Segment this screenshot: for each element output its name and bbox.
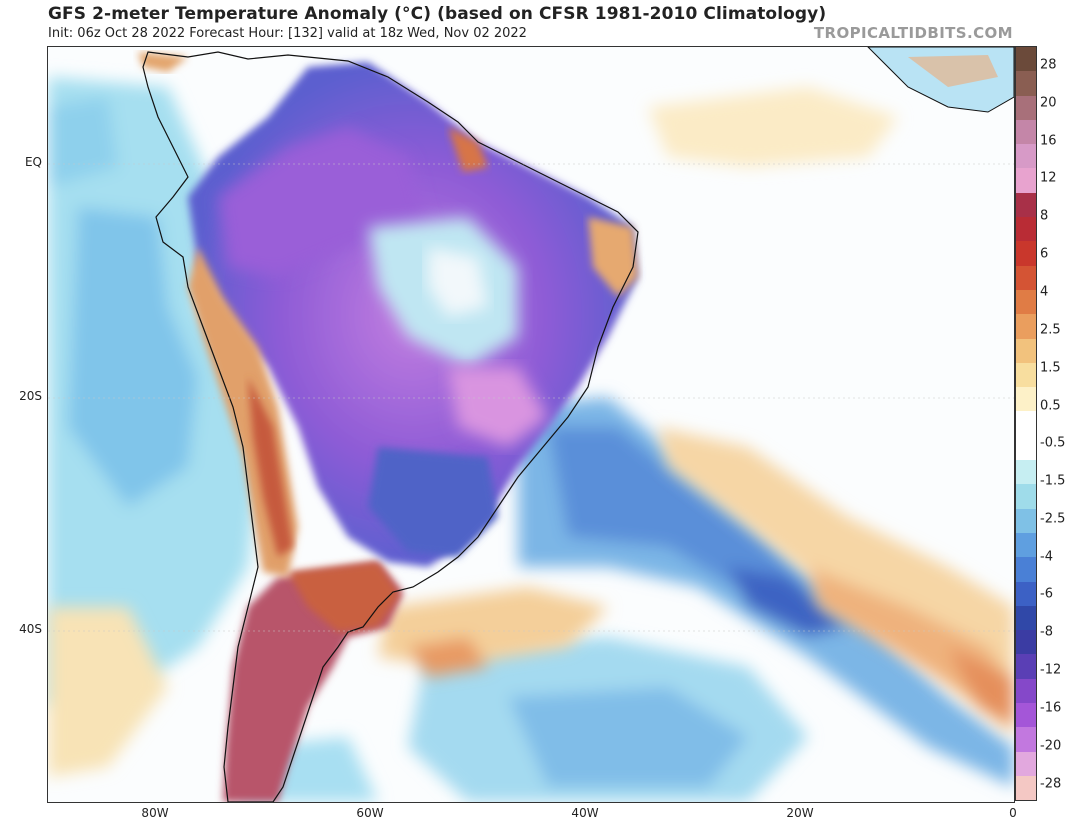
colorbar-swatch (1016, 217, 1036, 242)
colorbar-swatch (1016, 557, 1036, 582)
colorbar-swatch (1016, 532, 1036, 558)
colorbar-swatch (1016, 654, 1036, 679)
colorbar-swatch (1016, 727, 1036, 752)
colorbar-swatch (1016, 314, 1036, 339)
colorbar-swatch (1016, 678, 1036, 704)
south-america-land (138, 52, 638, 802)
colorbar-swatch (1016, 605, 1036, 631)
colorbar (1015, 46, 1037, 801)
colorbar-swatch (1016, 508, 1036, 533)
anomaly-map[interactable] (47, 46, 1015, 803)
colorbar-label: -8 (1040, 624, 1053, 640)
graticule (48, 163, 1014, 632)
colorbar-label: -2.5 (1040, 511, 1066, 527)
colorbar-swatch (1016, 338, 1036, 363)
colorbar-swatch (1016, 119, 1036, 145)
brand-watermark[interactable]: TROPICALTIDBITS.COM (813, 24, 1013, 42)
colorbar-swatch (1016, 435, 1036, 461)
southern-warm-patches (48, 87, 898, 777)
africa-land (867, 47, 1014, 113)
lon-label-80w: 80W (141, 806, 169, 820)
colorbar-label: 6 (1040, 246, 1049, 262)
coastline (142, 51, 639, 802)
colorbar-swatch (1016, 47, 1036, 72)
lat-label-eq: EQ (24, 155, 42, 169)
colorbar-label: 4 (1040, 284, 1049, 300)
lon-label-40w: 40W (571, 806, 599, 820)
lat-label-20s: 20S (19, 389, 42, 403)
atlantic-cold-tongue (518, 397, 1014, 787)
lon-label-60w: 60W (356, 806, 384, 820)
lat-label-40s: 40S (19, 622, 42, 636)
lon-label-0: 0 (1009, 806, 1017, 820)
colorbar-swatch (1016, 95, 1036, 120)
colorbar-label: -0.5 (1040, 435, 1066, 451)
colorbar-label: 8 (1040, 208, 1049, 224)
colorbar-label: 12 (1040, 170, 1057, 186)
colorbar-swatch (1016, 144, 1036, 169)
colorbar-swatch (1016, 362, 1036, 388)
colorbar-label: 20 (1040, 95, 1057, 111)
colorbar-swatch (1016, 241, 1036, 266)
atlantic-warm-band (658, 427, 1014, 737)
pacific-cool-region (48, 77, 258, 707)
map-canvas (48, 47, 1014, 802)
colorbar-swatch (1016, 289, 1036, 315)
colorbar-swatch (1016, 775, 1036, 801)
colorbar-swatch (1016, 168, 1036, 193)
colorbar-label: -16 (1040, 700, 1062, 716)
colorbar-swatch (1016, 703, 1036, 728)
colorbar-swatch (1016, 460, 1036, 485)
colorbar-swatch (1016, 192, 1036, 218)
colorbar-label: 1.5 (1040, 360, 1061, 376)
colorbar-swatch (1016, 265, 1036, 290)
colorbar-swatch (1016, 630, 1036, 655)
colorbar-label: -20 (1040, 738, 1062, 754)
colorbar-swatch (1016, 411, 1036, 436)
colorbar-swatch (1016, 71, 1036, 96)
chart-subtitle: Init: 06z Oct 28 2022 Forecast Hour: [13… (48, 26, 527, 41)
colorbar-label: -28 (1040, 776, 1062, 792)
colorbar-swatch (1016, 484, 1036, 509)
lon-label-20w: 20W (786, 806, 814, 820)
southern-ocean-cool (238, 637, 808, 802)
chart-title: GFS 2-meter Temperature Anomaly (°C) (ba… (48, 4, 827, 24)
colorbar-label: -4 (1040, 549, 1053, 565)
colorbar-label: 16 (1040, 133, 1057, 149)
colorbar-swatch (1016, 751, 1036, 776)
colorbar-swatch (1016, 581, 1036, 606)
colorbar-label: 0.5 (1040, 398, 1061, 414)
colorbar-labels: 28 20 16 12 8 6 4 2.5 1.5 0.5 -0.5 -1.5 … (1040, 46, 1079, 801)
colorbar-label: 28 (1040, 57, 1057, 73)
colorbar-label: -12 (1040, 662, 1062, 678)
colorbar-label: -6 (1040, 586, 1053, 602)
colorbar-label: -1.5 (1040, 473, 1066, 489)
colorbar-label: 2.5 (1040, 322, 1061, 338)
colorbar-swatch (1016, 387, 1036, 412)
